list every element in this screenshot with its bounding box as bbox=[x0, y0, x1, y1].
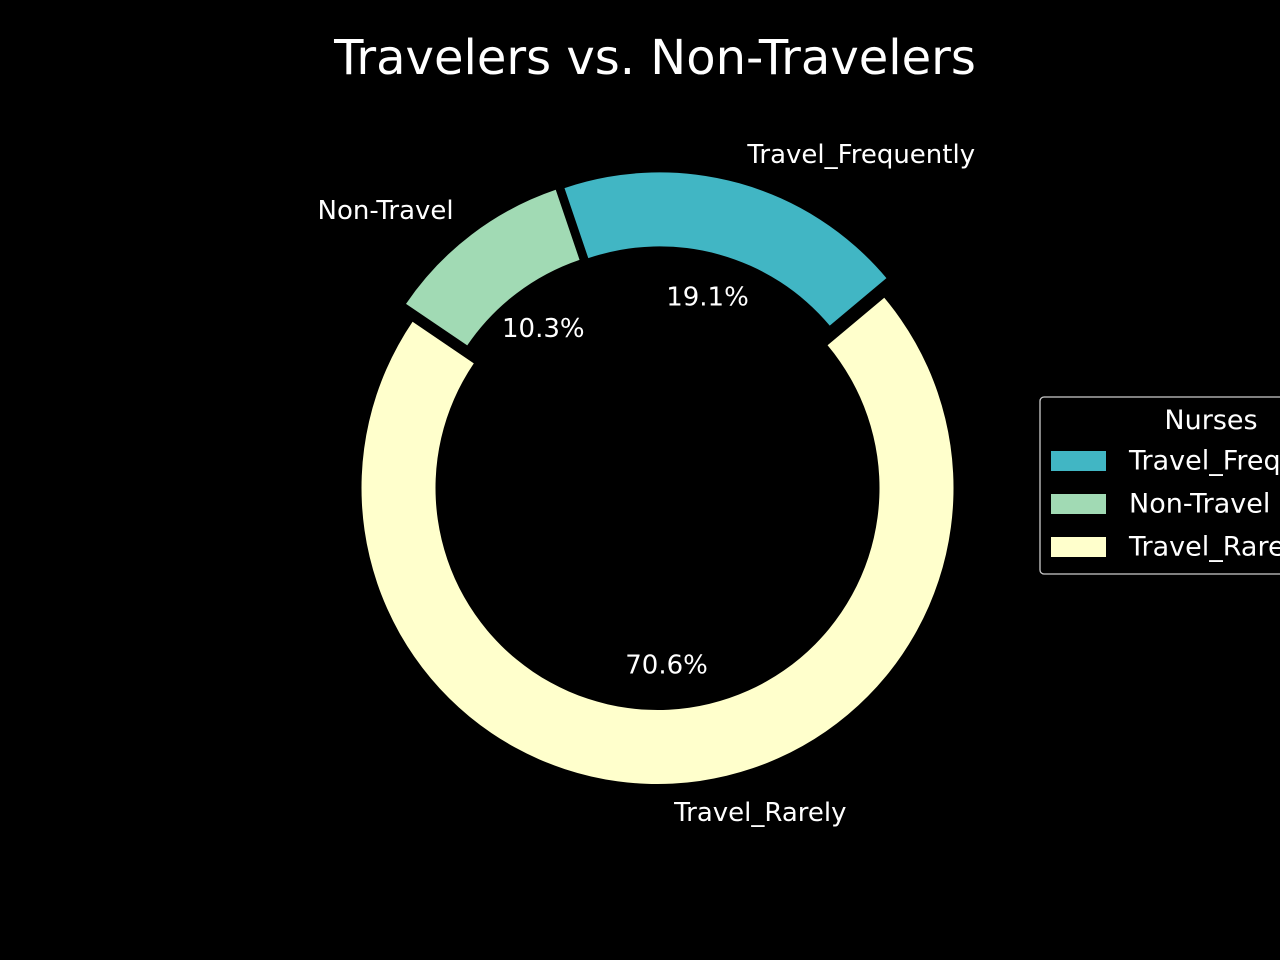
legend-label-travel-rarely: Travel_Rarely bbox=[1128, 532, 1280, 563]
donut-slices bbox=[361, 172, 954, 784]
legend-swatch-travel-frequently bbox=[1051, 451, 1106, 471]
percent-label-travel-frequently: 19.1% bbox=[666, 282, 749, 312]
percent-label-non-travel: 10.3% bbox=[502, 314, 585, 344]
slice-travel-frequently bbox=[564, 172, 887, 326]
legend-label-non-travel: Non-Travel bbox=[1129, 489, 1270, 520]
legend-swatch-non-travel bbox=[1051, 494, 1106, 514]
slice-label-non-travel: Non-Travel bbox=[318, 196, 454, 226]
chart-title: Travelers vs. Non-Travelers bbox=[333, 30, 976, 86]
percent-label-travel-rarely: 70.6% bbox=[625, 650, 708, 680]
slice-label-travel-rarely: Travel_Rarely bbox=[673, 798, 846, 828]
legend-swatch-travel-rarely bbox=[1051, 537, 1106, 557]
slice-non-travel bbox=[406, 189, 580, 346]
legend-items: Travel_Frequently Non-Travel Travel_Rarely bbox=[1051, 446, 1280, 563]
percent-labels: 19.1% 10.3% 70.6% bbox=[502, 282, 749, 680]
legend: Nurses Travel_FrequentlyNon-TravelTravel… bbox=[1039, 396, 1280, 575]
legend-frame bbox=[1039, 396, 1280, 575]
legend-label-travel-frequently: Travel_Frequently bbox=[1128, 446, 1280, 477]
slice-label-travel-frequently: Travel_Frequently bbox=[746, 140, 975, 170]
slice-travel-rarely bbox=[361, 297, 954, 784]
slice-labels: Travel_Frequently Non-Travel Travel_Rarely bbox=[318, 140, 976, 828]
legend-title: Nurses bbox=[1164, 405, 1257, 436]
